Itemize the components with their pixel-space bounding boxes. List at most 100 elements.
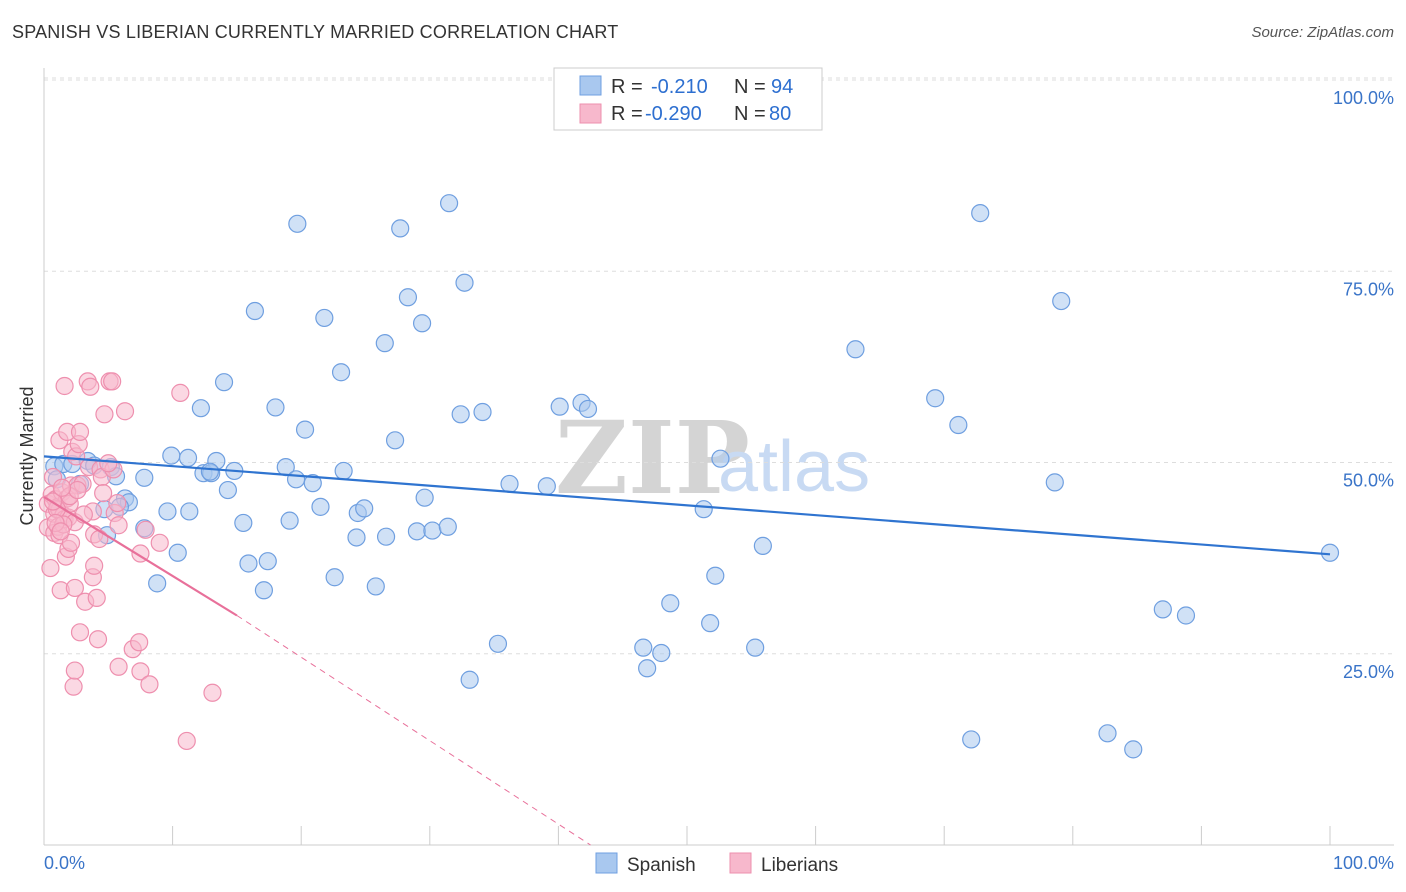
spanish-point [385,431,405,450]
legend-r-label-liberians: R = [611,103,643,125]
spanish-point [1045,473,1064,492]
spanish-point [168,543,187,562]
liberians-point [109,516,128,535]
spanish-point [701,614,720,633]
series-liberians-points [38,372,222,751]
liberians-point [70,623,90,642]
spanish-point [423,521,442,540]
spanish-point [288,214,307,233]
spanish-point [746,638,765,657]
spanish-trend-line [43,455,1331,556]
liberians-point [70,422,90,441]
spanish-point [355,499,374,518]
bottom-legend-label-spanish: Spanish [627,855,696,876]
liberians-point [130,633,149,652]
spanish-point [1176,606,1196,625]
legend-r-value-spanish: -0.210 [651,76,708,98]
bottom-legend-swatch-liberians [729,852,752,874]
liberians-point [99,454,118,473]
spanish-point [537,477,556,496]
y-tick-label-75: 75.0% [1343,279,1394,299]
spanish-point [286,470,306,489]
chart-title: SPANISH VS LIBERIAN CURRENTLY MARRIED CO… [12,22,619,42]
spanish-point [1052,291,1071,311]
spanish-point [375,334,394,353]
legend-r-label-spanish: R = [611,76,643,98]
spanish-point [407,522,427,541]
spanish-point [753,536,772,555]
liberians-point [64,677,83,696]
x-tick-label-min: 0.0% [44,853,85,873]
spanish-point [239,554,258,573]
y-axis-title: Currently Married [17,386,37,525]
x-tick-labels: 0.0% 100.0% [44,853,1394,873]
spanish-point [661,594,680,613]
spanish-point [694,500,713,519]
spanish-point [711,449,730,468]
liberians-point [203,683,222,702]
liberians-point [136,520,155,539]
spanish-point [550,397,569,416]
legend-n-value-spanish: 94 [771,76,793,98]
liberians-point [115,402,135,421]
spanish-point [500,474,519,494]
spanish-point [473,402,492,422]
spanish-point [949,415,968,435]
legend-n-label-spanish: N = [734,76,766,98]
liberians-point [68,480,87,500]
spanish-point [438,517,457,536]
spanish-point [971,204,990,223]
liberians-point [95,405,114,424]
liberians-point [61,533,81,552]
spanish-point [488,634,508,653]
spanish-point [258,552,277,571]
spanish-point [180,502,199,521]
bottom-legend-label-liberians: Liberians [761,855,838,876]
source-credit: Source: ZipAtlas.com [1251,24,1394,41]
spanish-point [391,219,410,238]
series-legend: Spanish Liberians [595,852,838,876]
spanish-point [652,643,671,663]
spanish-point [347,528,366,547]
legend-n-value-liberians: 80 [769,103,791,125]
liberians-point [52,478,72,497]
spanish-point [415,488,434,507]
legend-swatch-spanish [579,75,602,96]
y-tick-label-100: 100.0% [1333,88,1394,108]
spanish-point [460,670,479,689]
liberians-point [108,493,127,513]
spanish-point [366,577,385,596]
liberians-point [177,731,196,751]
y-tick-label-50: 50.0% [1343,471,1394,491]
spanish-point [706,566,725,585]
legend-n-label-liberians: N = [734,103,766,125]
spanish-point [200,462,219,481]
y-tick-label-25: 25.0% [1343,662,1394,682]
spanish-point [376,527,396,546]
legend-swatch-liberians [579,103,602,124]
spanish-point [398,288,418,307]
liberians-point [109,657,128,676]
spanish-point [295,420,315,439]
x-tick-label-max: 100.0% [1333,853,1394,873]
spanish-point [846,340,865,359]
liberians-point [41,558,60,578]
liberians-point [87,588,106,608]
spanish-point [1153,600,1172,619]
liberians-trend-extension [236,615,591,846]
spanish-point [315,308,334,328]
spanish-point [412,314,432,333]
liberians-point [88,630,108,649]
spanish-point [245,301,265,321]
stats-legend: R = -0.210 N = 94 R = -0.290 N = 80 [553,67,823,131]
liberians-point [103,372,122,391]
spanish-point [1124,740,1143,759]
liberians-point [81,377,100,396]
spanish-point [578,399,598,419]
liberians-point [171,383,190,402]
spanish-point [439,194,459,213]
bottom-legend-swatch-spanish [595,852,618,874]
liberians-point [65,578,84,598]
spanish-point [191,399,210,418]
